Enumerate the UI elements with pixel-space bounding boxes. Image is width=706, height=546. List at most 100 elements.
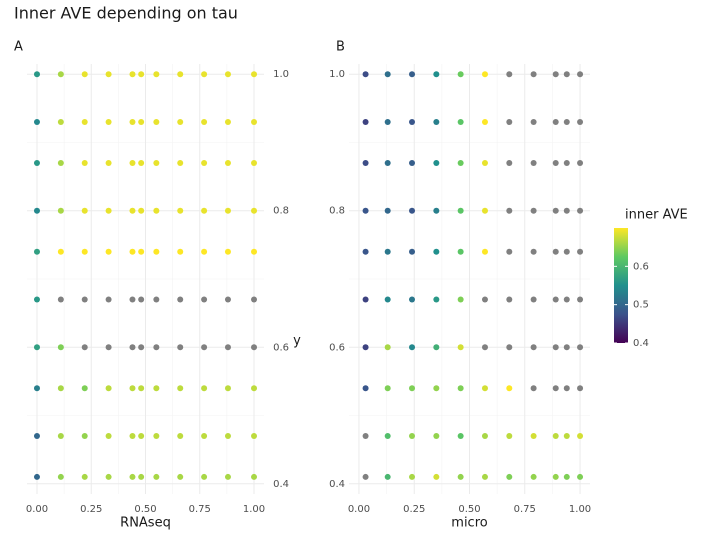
point — [457, 344, 464, 351]
point — [506, 248, 513, 255]
point — [362, 248, 369, 255]
point — [384, 296, 391, 303]
point — [481, 473, 488, 480]
x-axis-label: RNAseq — [120, 516, 171, 531]
point — [552, 473, 559, 480]
point — [251, 71, 258, 78]
point — [81, 296, 88, 303]
point — [457, 119, 464, 126]
point — [224, 71, 231, 78]
x-tick-label: 0.25 — [403, 504, 425, 515]
point — [224, 207, 231, 214]
point — [129, 432, 136, 439]
point — [563, 248, 570, 255]
x-tick-label: 1.00 — [243, 504, 265, 515]
point — [481, 119, 488, 126]
point — [577, 207, 584, 214]
panel-tag: A — [14, 40, 23, 55]
point — [433, 207, 440, 214]
point — [563, 385, 570, 392]
point — [577, 119, 584, 126]
point — [362, 385, 369, 392]
point — [81, 385, 88, 392]
point — [81, 473, 88, 480]
point — [177, 159, 184, 166]
point — [153, 248, 160, 255]
y-tick-label: 1.0 — [273, 69, 289, 80]
point — [384, 344, 391, 351]
point — [457, 385, 464, 392]
point — [105, 344, 112, 351]
point — [409, 119, 416, 126]
point — [384, 432, 391, 439]
point — [129, 159, 136, 166]
point — [81, 71, 88, 78]
point — [409, 385, 416, 392]
point — [530, 296, 537, 303]
point — [481, 432, 488, 439]
point — [362, 473, 369, 480]
point — [433, 296, 440, 303]
point — [433, 248, 440, 255]
point — [362, 119, 369, 126]
point — [506, 344, 513, 351]
point — [409, 159, 416, 166]
point — [563, 119, 570, 126]
point — [201, 159, 208, 166]
point — [577, 248, 584, 255]
point — [563, 344, 570, 351]
point — [177, 119, 184, 126]
point — [362, 296, 369, 303]
point — [362, 344, 369, 351]
point — [530, 248, 537, 255]
point — [129, 119, 136, 126]
y-tick-label: 0.8 — [273, 206, 289, 217]
point — [433, 119, 440, 126]
point — [177, 296, 184, 303]
point — [105, 71, 112, 78]
point — [481, 385, 488, 392]
chart-title: Inner AVE depending on tau — [14, 4, 238, 23]
point — [138, 119, 145, 126]
point — [409, 207, 416, 214]
point — [552, 159, 559, 166]
point — [201, 207, 208, 214]
point — [409, 473, 416, 480]
point — [251, 119, 258, 126]
x-tick-label: 1.00 — [569, 504, 591, 515]
point — [577, 159, 584, 166]
y-tick-label: 0.8 — [329, 206, 345, 217]
point — [362, 159, 369, 166]
point — [81, 119, 88, 126]
point — [577, 432, 584, 439]
point — [33, 159, 40, 166]
point — [530, 159, 537, 166]
point — [138, 159, 145, 166]
point — [138, 385, 145, 392]
point — [552, 71, 559, 78]
point — [384, 207, 391, 214]
point — [224, 344, 231, 351]
point — [33, 248, 40, 255]
point — [201, 296, 208, 303]
point — [57, 119, 64, 126]
point — [153, 344, 160, 351]
point — [224, 248, 231, 255]
point — [201, 473, 208, 480]
point — [506, 296, 513, 303]
x-tick-label: 0.25 — [80, 504, 102, 515]
point — [552, 119, 559, 126]
point — [409, 248, 416, 255]
point — [563, 207, 570, 214]
point — [138, 344, 145, 351]
point — [57, 385, 64, 392]
point — [577, 385, 584, 392]
point — [251, 385, 258, 392]
point — [33, 296, 40, 303]
point — [177, 71, 184, 78]
point — [224, 296, 231, 303]
point — [552, 385, 559, 392]
point — [129, 296, 136, 303]
point — [57, 248, 64, 255]
